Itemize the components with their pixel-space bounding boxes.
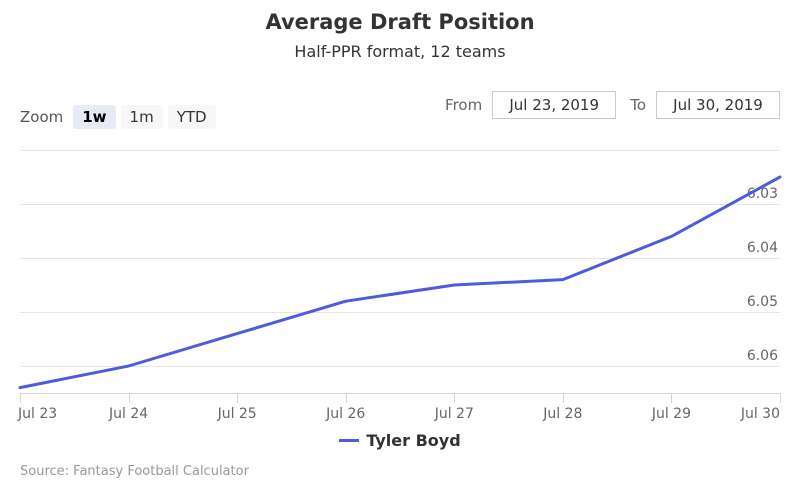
to-date-input[interactable] [656, 91, 780, 119]
chart-title: Average Draft Position [265, 10, 535, 34]
grid-lines [20, 150, 780, 367]
legend-item-tyler-boyd[interactable]: Tyler Boyd [0, 431, 800, 450]
y-tick-label: 6.05 [747, 294, 778, 310]
zoom-selector: Zoom 1w 1m YTD [20, 105, 221, 129]
from-date-input[interactable] [492, 91, 617, 119]
x-tick-label: Jul 23 [17, 406, 57, 422]
x-tick-label: Jul 24 [108, 406, 148, 422]
data-point[interactable] [123, 360, 135, 372]
series-line[interactable] [18, 175, 782, 390]
data-point[interactable] [340, 295, 352, 307]
data-point[interactable] [231, 328, 243, 340]
data-point[interactable] [448, 279, 460, 291]
y-tick-label: 6.06 [747, 348, 778, 364]
data-point[interactable] [14, 382, 26, 394]
zoom-ytd-button[interactable]: YTD [167, 105, 216, 129]
source-credit: Source: Fantasy Football Calculator [20, 464, 249, 479]
x-axis-ticks [20, 393, 781, 403]
x-tick-label: Jul 25 [217, 406, 257, 422]
series-tyler-boyd[interactable] [14, 171, 786, 394]
to-label: To [630, 96, 646, 114]
data-point[interactable] [665, 230, 677, 242]
zoom-label: Zoom [20, 108, 64, 126]
data-point[interactable] [774, 171, 786, 183]
from-label: From [445, 96, 483, 114]
data-point[interactable] [557, 274, 569, 286]
zoom-1w-button[interactable]: 1w [73, 105, 116, 129]
x-tick-label: Jul 27 [434, 406, 474, 422]
x-tick-label: Jul 26 [325, 406, 365, 422]
y-axis-labels: 6.036.046.056.06 [747, 186, 778, 364]
x-axis-labels: Jul 23 Jul 24 Jul 25 Jul 26 Jul 27 Jul 28 Jul … [17, 406, 780, 422]
legend-line-swatch [339, 439, 360, 442]
date-range-selector: From To [445, 91, 780, 119]
x-tick-label: Jul 29 [651, 406, 691, 422]
x-tick-label: Jul 30 [740, 406, 780, 422]
chart-subtitle: Half-PPR format, 12 teams [294, 42, 506, 61]
legend-label: Tyler Boyd [366, 431, 461, 450]
y-tick-label: 6.04 [747, 240, 778, 256]
zoom-1m-button[interactable]: 1m [120, 105, 163, 129]
x-tick-label: Jul 28 [542, 406, 582, 422]
